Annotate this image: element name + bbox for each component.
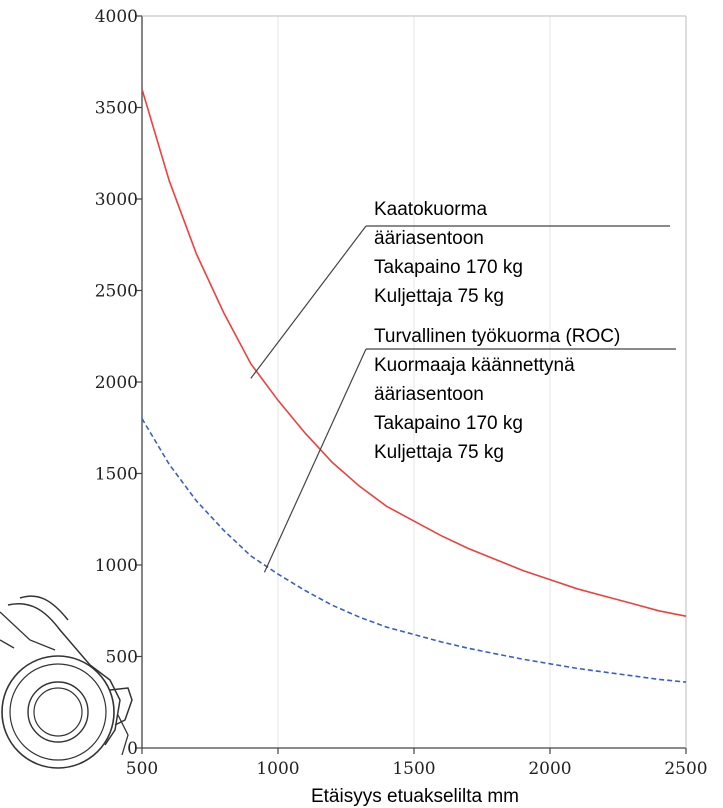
annotation-2-line-4: Takapaino 170 kg — [374, 413, 523, 434]
y-tick-label-3000: 3000 — [95, 190, 138, 210]
chart-grid — [141, 16, 687, 748]
annotation-leader-2 — [263, 348, 367, 573]
x-tick-label-500: 500 — [126, 759, 158, 779]
x-axis-label: Etäisyys etuakselilta mm — [311, 786, 519, 807]
annotation-2-line-2: Kuormaaja käännettynä — [374, 355, 575, 376]
annotation-1-line-3: Takapaino 170 kg — [374, 257, 523, 278]
y-tick-label-1500: 1500 — [95, 465, 138, 485]
x-tick-label-2000: 2000 — [528, 759, 571, 779]
annotation-leader-1 — [250, 225, 367, 379]
y-tick-label-500: 500 — [106, 648, 138, 668]
annotation-1-line-4: Kuljettaja 75 kg — [374, 286, 504, 307]
x-tick-label-1500: 1500 — [392, 759, 435, 779]
annotation-2-line-3: ääriasentoon — [374, 384, 484, 405]
y-tick-label-0: 0 — [127, 739, 138, 759]
x-tick-label-1000: 1000 — [256, 759, 299, 779]
chart-series — [141, 88, 687, 683]
chart-annotations: Kaatokuorma ääriasentoon Takapaino 170 kg K… — [250, 199, 676, 573]
y-tick-label-2500: 2500 — [95, 282, 138, 302]
annotation-1-line-2: ääriasentoon — [374, 228, 484, 249]
y-tick-label-3500: 3500 — [95, 99, 138, 119]
annotation-2-line-1: Turvallinen työkuorma (ROC) — [374, 326, 620, 347]
annotation-1: Kaatokuorma ääriasentoon Takapaino 170 kg K… — [250, 199, 670, 379]
y-tick-label-2000: 2000 — [95, 373, 138, 393]
series-line-1 — [141, 88, 687, 617]
annotation-1-line-1: Kaatokuorma — [374, 199, 487, 220]
annotation-2-line-5: Kuljettaja 75 kg — [374, 442, 504, 463]
annotation-2: Turvallinen työkuorma (ROC) Kuormaaja kää… — [263, 326, 676, 573]
y-tick-label-4000: 4000 — [95, 7, 138, 27]
y-tick-label-1000: 1000 — [95, 556, 138, 576]
x-tick-label-2500: 2500 — [664, 759, 707, 779]
loader-wheel-icon — [0, 595, 133, 769]
